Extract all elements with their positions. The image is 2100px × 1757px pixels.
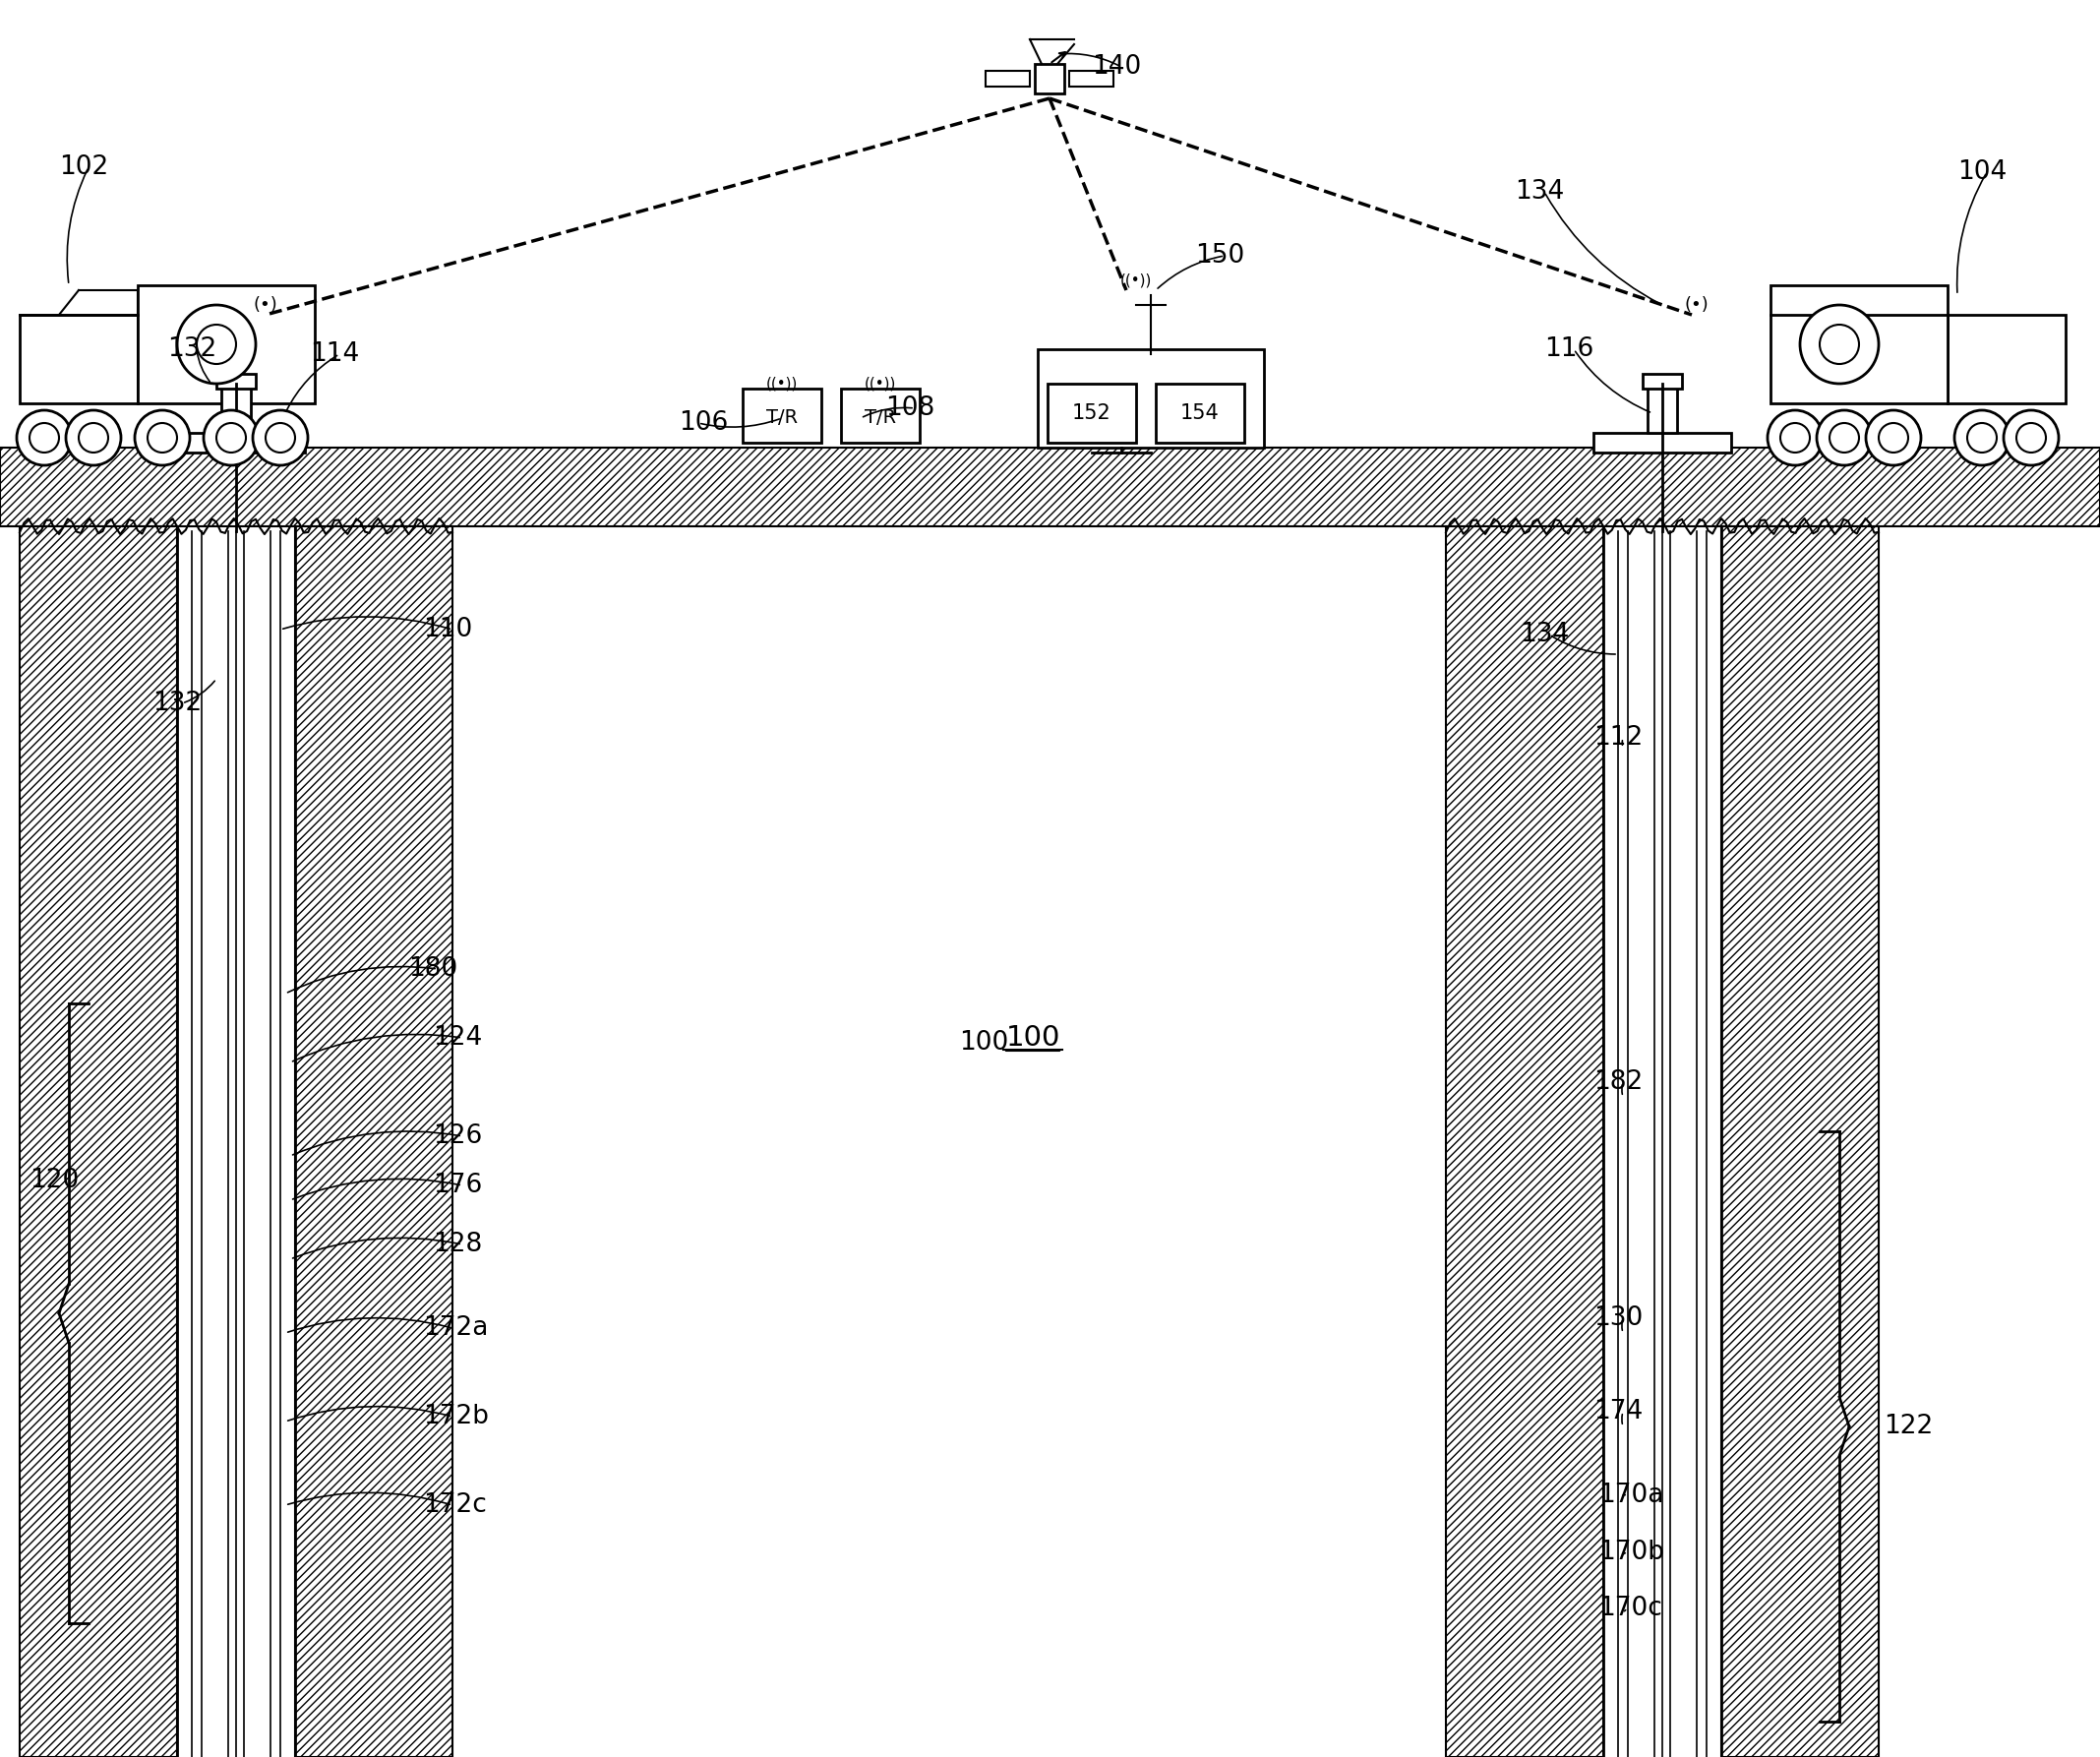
Text: 174: 174	[1594, 1399, 1642, 1425]
Circle shape	[216, 423, 246, 453]
Circle shape	[134, 409, 189, 466]
Bar	[296, 527, 451, 1757]
Text: 116: 116	[1543, 336, 1594, 362]
Circle shape	[204, 409, 258, 466]
Bar	[743, 388, 821, 443]
Text: 152: 152	[1073, 404, 1111, 423]
Bar	[985, 70, 1029, 86]
Text: 170a: 170a	[1598, 1483, 1663, 1508]
Text: 126: 126	[433, 1123, 483, 1149]
Circle shape	[197, 325, 235, 364]
Circle shape	[265, 423, 296, 453]
Text: 172c: 172c	[422, 1492, 487, 1518]
Bar	[168, 432, 304, 453]
Text: 110: 110	[422, 617, 473, 643]
Bar	[19, 315, 139, 404]
Circle shape	[1867, 409, 1922, 466]
Text: 124: 124	[433, 1024, 483, 1051]
Text: 102: 102	[59, 155, 109, 179]
Circle shape	[176, 306, 256, 383]
Circle shape	[1768, 409, 1823, 466]
Bar	[1048, 383, 1136, 443]
Circle shape	[65, 409, 122, 466]
Text: 134: 134	[1520, 622, 1569, 647]
Text: 106: 106	[678, 409, 729, 436]
Bar	[1035, 63, 1065, 93]
Bar	[1770, 285, 1947, 404]
Bar	[1037, 350, 1264, 448]
Circle shape	[1821, 325, 1858, 364]
Text: 172a: 172a	[422, 1316, 487, 1341]
Circle shape	[1800, 306, 1880, 383]
Text: 134: 134	[1514, 179, 1564, 204]
Text: 140: 140	[1092, 54, 1140, 79]
Text: 182: 182	[1594, 1070, 1642, 1095]
Text: ((•)): ((•))	[1119, 272, 1153, 288]
Text: 112: 112	[1594, 726, 1642, 750]
Circle shape	[2016, 423, 2045, 453]
Bar	[1947, 315, 2066, 404]
Text: 176: 176	[433, 1172, 483, 1198]
Text: 100: 100	[1006, 1024, 1060, 1052]
Text: 120: 120	[29, 1168, 80, 1193]
Text: 114: 114	[311, 341, 359, 367]
Bar	[139, 285, 315, 404]
Text: 108: 108	[886, 395, 934, 422]
Text: T/R: T/R	[766, 409, 798, 427]
Circle shape	[1829, 423, 1858, 453]
Circle shape	[1781, 423, 1810, 453]
Text: ((•)): ((•))	[865, 376, 897, 392]
Text: 132: 132	[168, 336, 216, 362]
Bar	[19, 527, 176, 1757]
Text: (•): (•)	[1684, 297, 1709, 315]
Bar	[840, 388, 920, 443]
Bar	[220, 383, 250, 432]
Circle shape	[78, 423, 109, 453]
Bar	[1069, 70, 1113, 86]
Bar	[1648, 383, 1678, 432]
Bar	[1447, 527, 1602, 1757]
Text: 132: 132	[153, 691, 202, 717]
Circle shape	[2003, 409, 2058, 466]
Text: 172b: 172b	[422, 1404, 489, 1430]
Text: 128: 128	[433, 1232, 483, 1258]
Circle shape	[1816, 409, 1871, 466]
Bar	[0, 448, 2100, 527]
Bar	[1155, 383, 1245, 443]
Text: 154: 154	[1180, 404, 1220, 423]
Text: 104: 104	[1957, 160, 2008, 184]
Bar	[1722, 527, 1880, 1757]
Text: 150: 150	[1195, 242, 1245, 269]
Text: 130: 130	[1594, 1305, 1642, 1332]
Bar	[216, 374, 256, 388]
Text: T/R: T/R	[865, 409, 897, 427]
Circle shape	[147, 423, 176, 453]
Text: 180: 180	[407, 956, 458, 982]
Text: 170b: 170b	[1598, 1539, 1665, 1565]
Text: 100: 100	[960, 1030, 1008, 1056]
Circle shape	[1880, 423, 1909, 453]
Text: ((•)): ((•))	[766, 376, 798, 392]
Text: 122: 122	[1884, 1414, 1932, 1439]
Text: 170c: 170c	[1598, 1595, 1663, 1622]
Circle shape	[1968, 423, 1997, 453]
Circle shape	[17, 409, 71, 466]
Bar	[1594, 432, 1730, 453]
Circle shape	[252, 409, 309, 466]
Bar	[1642, 374, 1682, 388]
Circle shape	[1955, 409, 2010, 466]
Text: (•): (•)	[254, 297, 277, 315]
Circle shape	[29, 423, 59, 453]
